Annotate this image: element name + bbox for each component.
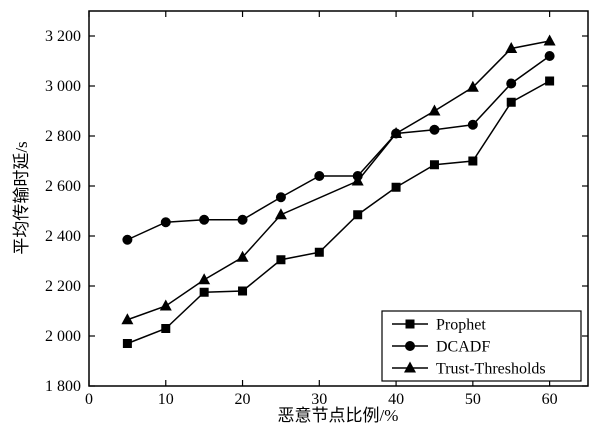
y-tick-label: 2 800 (45, 128, 81, 145)
data-point-trust-thresholds (505, 42, 518, 53)
x-tick-label: 0 (85, 391, 93, 408)
data-point-prophet (353, 210, 363, 220)
legend-label: Prophet (436, 317, 486, 334)
data-point-dcadf (467, 119, 478, 130)
data-point-trust-thresholds (543, 34, 556, 46)
data-point-trust-thresholds (121, 313, 134, 325)
y-tick-label: 1 800 (45, 378, 81, 395)
data-point-trust-thresholds (390, 127, 403, 138)
x-tick-label: 20 (235, 391, 251, 408)
legend-item-dcadf: DCADF (392, 339, 490, 356)
y-tick-label: 3 200 (45, 28, 81, 45)
x-tick-label: 40 (388, 391, 404, 408)
legend-item-trust-thresholds: Trust-Thresholds (392, 361, 546, 378)
plot-frame (88, 10, 589, 387)
data-point-trust-thresholds (236, 250, 249, 262)
data-point-trust-thresholds (351, 174, 364, 186)
data-point-dcadf (160, 217, 171, 228)
legend-marker (405, 341, 415, 351)
x-tick-label: 60 (542, 391, 558, 408)
series-dcadf (122, 51, 555, 245)
data-point-dcadf (544, 51, 555, 61)
x-tick-label: 50 (465, 391, 481, 408)
series-line-dcadf (127, 55, 551, 241)
x-tick-label: 10 (158, 391, 174, 408)
y-tick-label: 2 400 (45, 228, 81, 245)
data-point-dcadf (122, 234, 133, 245)
y-tick-label: 2 600 (45, 178, 81, 195)
data-point-dcadf (506, 78, 517, 89)
data-point-prophet (276, 255, 286, 265)
legend-label: Trust-Thresholds (436, 361, 546, 378)
y-axis-ticks: 1 800 2 000 2 200 2 400 2 600 2 800 3 000 3 200 (45, 28, 588, 395)
legend-marker (404, 361, 416, 373)
x-tick-label: 30 (311, 391, 327, 408)
data-point-dcadf (275, 192, 286, 203)
data-point-prophet (429, 160, 439, 170)
x-axis-label: 恶意节点比例/% (278, 406, 399, 425)
legend-marker (405, 319, 415, 329)
data-point-trust-thresholds (466, 80, 479, 92)
data-point-dcadf (199, 214, 210, 225)
y-tick-label: 2 000 (45, 328, 81, 345)
data-point-dcadf (314, 171, 325, 181)
data-point-prophet (506, 97, 516, 107)
data-point-prophet (391, 182, 401, 192)
data-point-trust-thresholds (274, 208, 287, 220)
y-tick-label: 2 200 (45, 278, 81, 295)
data-point-dcadf (237, 214, 248, 225)
data-point-dcadf (429, 124, 440, 135)
y-axis-label: 平均传输时延/s (12, 141, 31, 254)
series-prophet (122, 76, 555, 348)
data-point-prophet (545, 76, 555, 86)
series-line-trust-thresholds (127, 40, 550, 321)
series-line-prophet (127, 80, 550, 345)
data-point-prophet (199, 287, 209, 297)
data-point-prophet (314, 247, 324, 257)
data-point-prophet (161, 324, 171, 333)
legend-item-prophet: Prophet (392, 317, 486, 334)
data-point-prophet (122, 339, 132, 348)
data-point-prophet (468, 156, 478, 166)
x-axis-ticks: 0 10 20 30 40 50 60 (85, 11, 558, 408)
data-point-trust-thresholds (198, 273, 211, 285)
data-point-trust-thresholds (428, 104, 441, 116)
legend: Prophet DCADF Trust-Thresholds (381, 310, 582, 382)
series-trust-thresholds (121, 34, 556, 325)
series-layer (121, 34, 556, 348)
data-point-trust-thresholds (159, 299, 172, 311)
y-tick-label: 3 000 (45, 78, 81, 95)
data-point-prophet (238, 286, 248, 296)
legend-label: DCADF (436, 339, 490, 356)
